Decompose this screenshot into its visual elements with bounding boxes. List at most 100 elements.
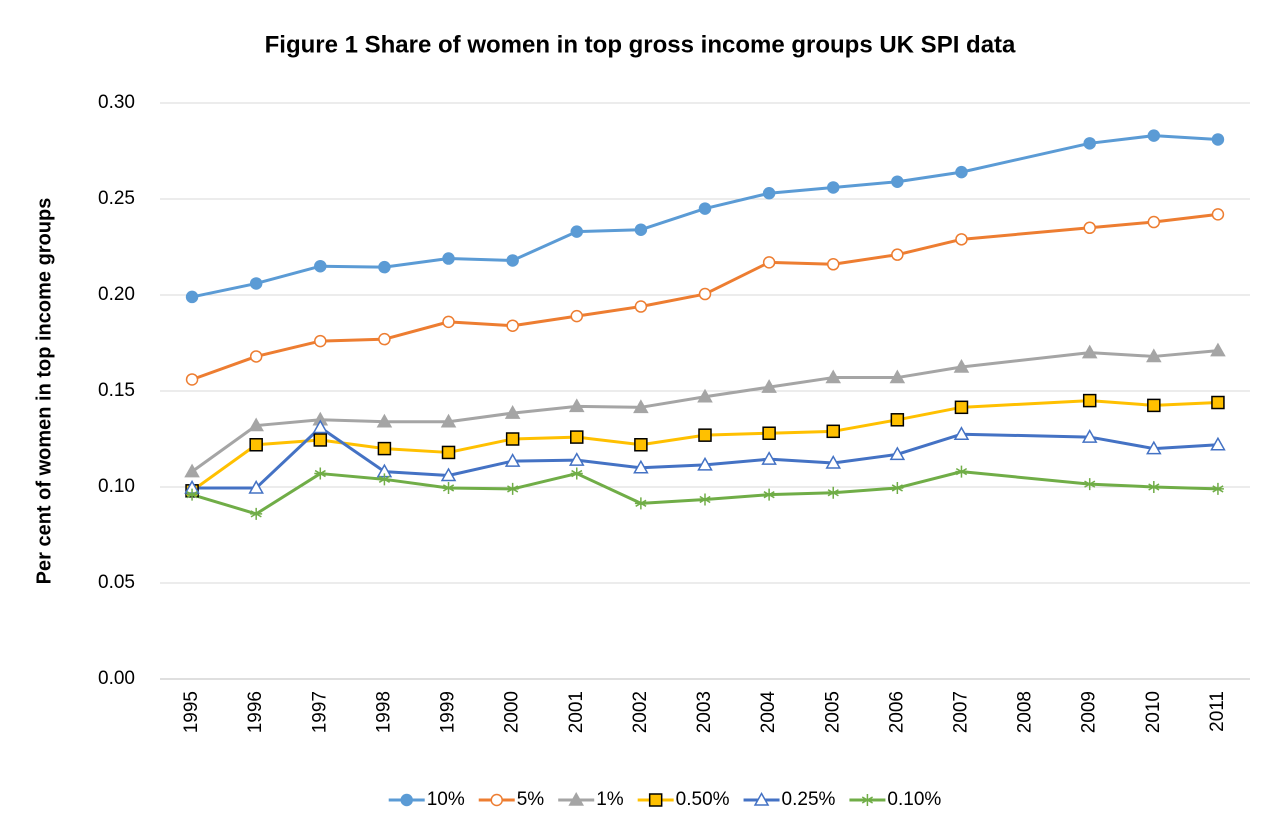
legend-item: 1% [558,789,624,810]
data-point [761,451,777,465]
x-tick-label: 2003 [694,691,715,733]
data-point [186,488,199,501]
data-point [634,223,648,236]
data-point [442,481,455,494]
data-point [826,424,840,439]
x-tick-label: 2002 [630,691,651,733]
data-point [314,334,327,348]
legend-label: 0.10% [887,789,941,810]
data-point [570,467,583,480]
y-tick-label: 0.10 [98,476,135,497]
x-tick-label: 2005 [822,691,843,733]
data-point [570,309,584,323]
data-point [827,486,840,499]
data-point [1211,208,1225,221]
data-point [313,433,328,447]
data-point [955,233,968,246]
data-point [634,497,647,510]
data-point [826,181,840,194]
data-point [699,493,711,506]
data-point [825,369,842,384]
legend-label: 0.50% [676,789,730,810]
legend-marker [648,793,663,807]
data-point [249,277,263,290]
data-point [248,479,264,494]
data-point [248,417,264,432]
data-point [1147,398,1161,413]
data-point [504,405,521,419]
data-point [1082,393,1097,408]
data-point [634,300,648,313]
data-point [378,473,391,486]
x-tick-label: 2010 [1143,691,1164,733]
legend-item: 5% [478,789,545,810]
data-point [1081,344,1098,359]
data-point [891,481,904,494]
series-line [191,212,1219,381]
data-point [955,465,968,478]
data-point [698,287,712,301]
data-point [440,413,457,428]
data-point [698,202,712,215]
series-line [191,349,1219,473]
data-point [570,225,584,238]
data-point [762,426,776,440]
legend-marker [568,791,584,806]
data-point [570,430,584,444]
data-point [185,290,199,304]
legend-item: 0.50% [637,789,730,810]
data-point [184,463,200,478]
data-point [1083,137,1096,150]
data-point [953,358,970,373]
data-point [1081,429,1098,443]
legend-marker [753,791,770,806]
data-point [506,319,519,332]
legend: 10% 5% 1% 0.50% 0.25% 0.10% [388,789,941,810]
x-tick-label: 2004 [758,691,779,734]
series-line [191,470,1218,516]
data-point [891,248,904,261]
series-line [192,425,1219,490]
data-point [441,445,456,460]
data-point [442,252,455,265]
data-point [1083,221,1096,235]
legend-label: 10% [427,789,465,810]
data-point [1146,348,1162,363]
legend-label: 5% [517,789,545,810]
data-point [890,413,905,427]
data-point [697,388,713,403]
x-tick-label: 2000 [502,691,523,733]
legend-item: 0.10% [849,789,941,810]
x-tick-label: 2001 [566,691,587,733]
x-tick-label: 2009 [1079,691,1100,733]
data-point [504,453,521,467]
data-point [442,315,455,329]
x-tick-label: 1999 [438,691,459,733]
x-tick-label: 2007 [950,691,971,733]
data-point [698,428,712,442]
data-point [568,452,585,466]
y-tick-label: 0.25 [98,188,135,209]
y-tick-label: 0.30 [98,92,135,113]
data-point [440,467,457,482]
y-tick-label: 0.05 [98,572,135,593]
data-point [1211,133,1225,146]
data-point [378,332,391,346]
data-point [762,186,776,200]
data-point [633,459,649,474]
x-tick-label: 1995 [181,691,202,733]
data-point [889,369,906,384]
data-point [761,379,777,393]
data-point [826,258,840,271]
legend-marker [400,793,413,807]
data-point [1147,481,1160,493]
y-tick-label: 0.15 [98,380,135,401]
legend-item: 10% [388,789,465,810]
data-point [953,426,970,440]
data-point [314,259,327,273]
y-tick-label: 0.20 [98,284,135,305]
data-point [376,413,393,428]
x-tick-label: 2011 [1207,691,1228,732]
